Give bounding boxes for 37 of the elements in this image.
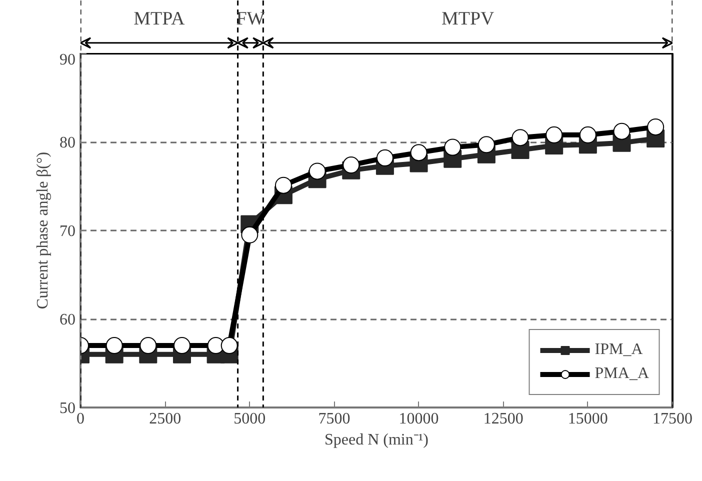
point bbox=[173, 337, 190, 354]
x-tick-label: 7500 bbox=[318, 410, 350, 428]
x-axis-title: Speed N (min⁻¹) bbox=[324, 432, 428, 448]
point bbox=[342, 156, 360, 174]
y-axis-title: Current phase angle β(°) bbox=[34, 152, 52, 310]
point bbox=[140, 337, 157, 354]
legend-label: IPM_A bbox=[594, 341, 643, 359]
y-tick-label: 70 bbox=[60, 223, 76, 240]
point bbox=[308, 162, 326, 180]
legend-label: PMA_A bbox=[594, 365, 649, 383]
y-tick-label: 80 bbox=[60, 134, 76, 152]
point bbox=[512, 129, 529, 146]
point bbox=[410, 144, 428, 162]
y-tick-label: 90 bbox=[60, 52, 76, 68]
x-tick-label: 2500 bbox=[149, 410, 182, 428]
x-tick-label: 15000 bbox=[568, 410, 608, 428]
point bbox=[444, 138, 462, 156]
point bbox=[106, 337, 123, 354]
x-tick-label: 12500 bbox=[483, 410, 524, 428]
y-tick-label: 50 bbox=[60, 400, 76, 417]
y-tick-label: 60 bbox=[60, 312, 76, 328]
x-tick-label: 17500 bbox=[652, 410, 692, 428]
point bbox=[546, 126, 563, 144]
text: FW bbox=[236, 8, 265, 30]
point bbox=[220, 337, 238, 354]
point bbox=[376, 149, 394, 166]
text: MTPA bbox=[134, 8, 185, 30]
x-tick-label: 5000 bbox=[234, 410, 266, 428]
point bbox=[613, 122, 630, 140]
point bbox=[274, 176, 292, 194]
point bbox=[478, 136, 495, 154]
point bbox=[241, 226, 258, 244]
text: MTPV bbox=[441, 8, 495, 30]
x-tick-label: 10000 bbox=[398, 410, 439, 428]
point bbox=[579, 126, 596, 144]
point bbox=[647, 118, 664, 136]
x-tick-label: 0 bbox=[76, 410, 84, 428]
